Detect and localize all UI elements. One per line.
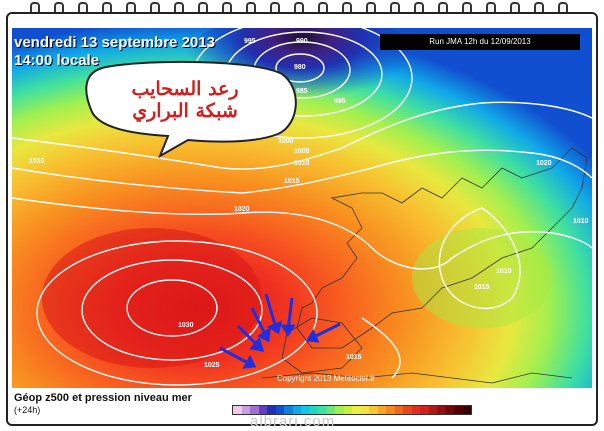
color-scale-swatch bbox=[335, 406, 344, 414]
isobar-label: 1010 bbox=[294, 160, 310, 167]
color-scale-swatch bbox=[420, 406, 429, 414]
forecast-date: vendredi 13 septembre 2013 bbox=[14, 34, 215, 51]
isobar-label: 995 bbox=[244, 38, 256, 45]
isobar-label: 1010 bbox=[573, 218, 589, 225]
isobar-label: 995 bbox=[334, 98, 346, 105]
speech-bubble bbox=[85, 60, 297, 159]
color-scale-swatch bbox=[454, 406, 463, 414]
isobar-label: 1020 bbox=[536, 160, 552, 167]
color-scale-swatch bbox=[386, 406, 395, 414]
legend-subtitle: (+24h) bbox=[14, 405, 41, 415]
isobar-label: 1025 bbox=[204, 362, 220, 369]
color-scale-swatch bbox=[343, 406, 352, 414]
weather-map[interactable] bbox=[12, 28, 592, 388]
color-scale-swatch bbox=[445, 406, 454, 414]
color-scale-swatch bbox=[403, 406, 412, 414]
isobar-label: 985 bbox=[296, 88, 308, 95]
isobar-lines bbox=[12, 28, 592, 386]
color-scale-swatch bbox=[233, 406, 242, 414]
europe-coastline bbox=[296, 147, 588, 349]
color-scale-swatch bbox=[411, 406, 420, 414]
isobar-label: 990 bbox=[296, 38, 308, 45]
run-info: Run JMA 12h du 12/09/2013 bbox=[380, 34, 580, 50]
color-scale-swatch bbox=[326, 406, 335, 414]
color-scale-swatch bbox=[301, 406, 310, 414]
color-scale-swatch bbox=[428, 406, 437, 414]
color-scale-swatch bbox=[284, 406, 293, 414]
color-scale bbox=[232, 405, 472, 415]
isobar-label: 1010 bbox=[496, 268, 512, 275]
bubble-line-2: شبكة البراري bbox=[132, 100, 238, 122]
isobar-label: 1030 bbox=[178, 322, 194, 329]
color-scale-swatch bbox=[360, 406, 369, 414]
site-watermark: albrari.com bbox=[250, 413, 336, 430]
color-scale-swatch bbox=[309, 406, 318, 414]
bubble-text: رعد السحايب شبكة البراري bbox=[90, 78, 280, 122]
color-scale-swatch bbox=[267, 406, 276, 414]
annotation-arrows bbox=[219, 293, 341, 369]
color-scale-swatch bbox=[292, 406, 301, 414]
color-scale-swatch bbox=[369, 406, 378, 414]
color-scale-swatch bbox=[250, 406, 259, 414]
copyright-text: Copyright 2013 Meteociel.fr bbox=[277, 374, 375, 383]
bubble-line-1: رعد السحايب bbox=[131, 78, 239, 100]
color-scale-swatch bbox=[318, 406, 327, 414]
legend-title: Géop z500 et pression niveau mer bbox=[14, 392, 192, 404]
isobar-label: 1015 bbox=[474, 284, 490, 291]
isobar-label: 980 bbox=[294, 64, 306, 71]
color-scale-swatch bbox=[394, 406, 403, 414]
color-scale-swatch bbox=[258, 406, 267, 414]
forecast-time: 14:00 locale bbox=[14, 52, 100, 69]
africa-coastline bbox=[261, 372, 573, 384]
color-scale-swatch bbox=[462, 406, 471, 414]
isobar-label: 1015 bbox=[346, 354, 362, 361]
color-scale-swatch bbox=[275, 406, 284, 414]
isobar-label: 1005 bbox=[294, 148, 310, 155]
color-scale-swatch bbox=[437, 406, 446, 414]
iberia-coastline bbox=[281, 317, 363, 374]
isobar-label: 1010 bbox=[29, 158, 45, 165]
color-scale-swatch bbox=[377, 406, 386, 414]
isobar-label: 1000 bbox=[278, 138, 294, 145]
color-scale-swatch bbox=[352, 406, 361, 414]
isobar-label: 1020 bbox=[234, 206, 250, 213]
isobar-label: 1015 bbox=[284, 178, 300, 185]
color-scale-swatch bbox=[241, 406, 250, 414]
